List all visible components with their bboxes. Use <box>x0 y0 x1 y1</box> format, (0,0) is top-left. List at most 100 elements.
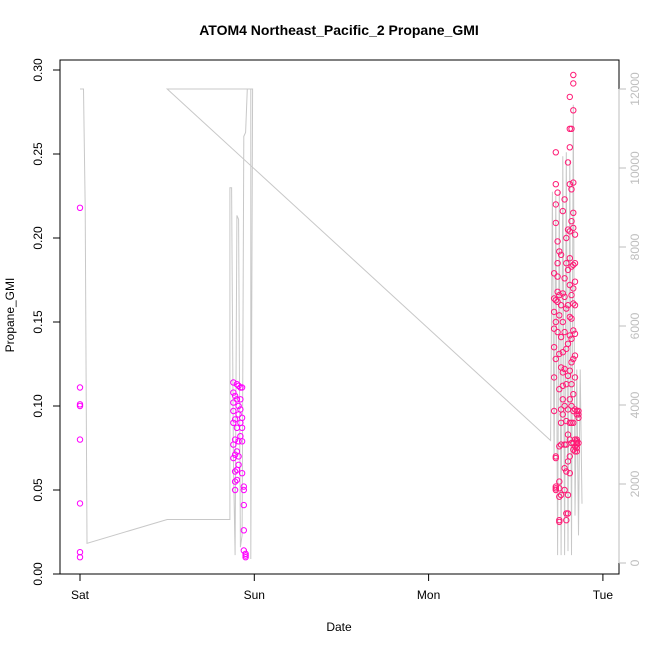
y2-tick-label: 4000 <box>628 391 642 418</box>
data-point <box>564 491 572 499</box>
y2-tick-label: 8000 <box>628 233 642 260</box>
data-point <box>242 554 249 561</box>
data-point <box>575 414 582 421</box>
data-point <box>568 359 575 366</box>
data-point <box>571 374 579 381</box>
y2-tick-label: 2000 <box>628 470 642 497</box>
data-point <box>238 470 246 477</box>
data-point <box>570 285 577 292</box>
y-tick-label: 0.25 <box>31 142 45 166</box>
data-point <box>561 486 568 494</box>
data-point <box>566 281 573 289</box>
data-point <box>563 260 570 267</box>
data-point <box>230 389 237 396</box>
data-point <box>235 453 242 460</box>
data-point <box>568 125 575 133</box>
data-point <box>561 293 568 300</box>
data-point <box>563 517 570 524</box>
data-point <box>559 349 566 356</box>
data-point <box>550 295 558 302</box>
data-point <box>568 218 575 225</box>
data-point <box>563 345 570 353</box>
data-point <box>76 554 84 561</box>
data-point <box>568 381 575 388</box>
data-point <box>561 196 568 203</box>
data-point <box>240 483 248 490</box>
data-point <box>240 527 248 534</box>
data-point <box>231 478 239 485</box>
data-point <box>231 436 239 443</box>
data-point <box>550 344 558 351</box>
data-point <box>550 325 558 332</box>
data-point <box>554 298 561 305</box>
data-point <box>556 478 563 485</box>
data-point <box>570 209 577 217</box>
data-point <box>563 234 570 242</box>
altitude-line-layer <box>80 88 583 560</box>
data-point <box>554 189 561 196</box>
data-point <box>554 238 561 245</box>
data-points-layer <box>76 71 582 561</box>
data-point <box>554 328 561 336</box>
data-point <box>233 381 241 388</box>
data-point <box>559 396 566 403</box>
data-point <box>575 439 582 447</box>
data-point <box>237 406 244 413</box>
data-point <box>556 493 563 500</box>
data-point <box>550 407 558 415</box>
data-point <box>566 453 573 460</box>
data-point <box>571 448 579 455</box>
data-point <box>570 179 577 186</box>
data-point <box>557 251 565 259</box>
data-point <box>564 372 572 379</box>
y-tick-label: 0.30 <box>31 58 45 82</box>
data-point <box>238 414 246 421</box>
data-point <box>570 71 577 79</box>
y-tick-label: 0.20 <box>31 226 45 250</box>
data-point <box>575 411 582 418</box>
x-tick-label: Sat <box>71 588 90 602</box>
data-point <box>563 305 570 312</box>
data-point <box>561 328 568 336</box>
data-point <box>554 260 561 267</box>
data-point <box>76 204 84 212</box>
data-point <box>231 468 239 475</box>
data-point <box>230 419 237 426</box>
chart-title: ATOM4 Northeast_Pacific_2 Propane_GMI <box>199 22 479 38</box>
y-tick-label: 0.10 <box>31 394 45 418</box>
data-point <box>552 149 559 156</box>
data-point <box>233 396 241 403</box>
data-point <box>571 260 579 267</box>
data-point <box>552 454 559 462</box>
data-point <box>568 263 575 270</box>
data-point <box>570 261 577 269</box>
data-point <box>568 419 575 426</box>
y-tick-label: 0.05 <box>31 478 45 502</box>
data-point <box>235 402 242 410</box>
data-point <box>571 330 579 337</box>
data-point <box>231 451 239 458</box>
data-point <box>561 275 568 282</box>
data-point <box>556 248 563 255</box>
data-point <box>561 402 568 410</box>
data-point <box>571 278 579 285</box>
data-point <box>570 300 577 307</box>
data-point <box>233 424 241 431</box>
x-axis: Sat Sun Mon Tue <box>71 573 613 602</box>
data-point <box>566 144 573 151</box>
data-point <box>552 486 559 494</box>
data-point <box>550 374 558 381</box>
data-point <box>559 369 566 376</box>
data-point <box>566 255 573 262</box>
x-tick-label: Sun <box>244 588 265 602</box>
data-point <box>570 391 577 398</box>
data-point <box>564 340 572 347</box>
data-point <box>231 392 239 400</box>
data-point <box>571 352 579 359</box>
data-point <box>552 318 559 326</box>
data-point <box>570 327 577 334</box>
y-tick-label: 0.00 <box>31 562 45 586</box>
altitude-line <box>80 88 583 560</box>
y2-tick-label: 10000 <box>628 151 642 185</box>
